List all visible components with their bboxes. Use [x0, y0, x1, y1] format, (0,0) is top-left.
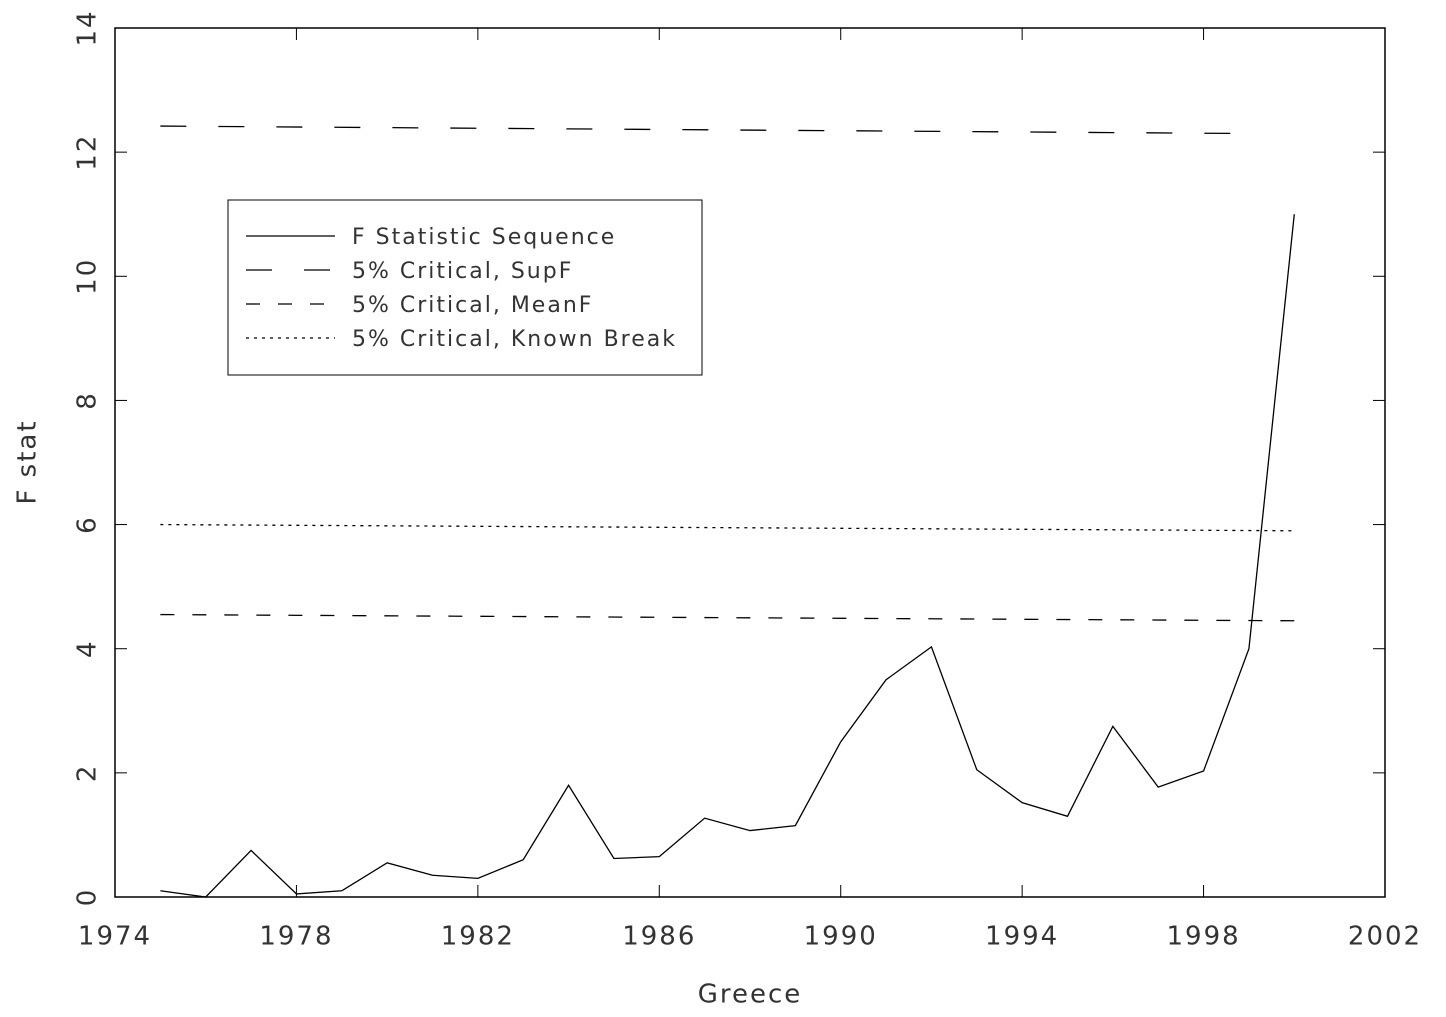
y-tick-label: 12 — [73, 134, 103, 171]
x-tick-label: 2002 — [1348, 922, 1422, 952]
x-tick-label: 1998 — [1166, 922, 1240, 952]
y-tick-label: 4 — [73, 639, 103, 658]
series-line — [160, 125, 1249, 135]
series-line — [160, 523, 1295, 532]
x-tick-label: 1990 — [804, 922, 878, 952]
plot-frame — [114, 27, 1386, 898]
y-tick-label: 2 — [73, 764, 103, 783]
y-tick-label: 10 — [73, 258, 103, 295]
y-tick-label: 6 — [73, 515, 103, 534]
x-tick-label: 1994 — [985, 922, 1059, 952]
series-line — [160, 214, 1295, 898]
x-tick-label: 1978 — [259, 922, 333, 952]
x-tick-label: 1986 — [622, 922, 696, 952]
legend-label: 5% Critical, MeanF — [352, 293, 593, 318]
series-line — [160, 613, 1295, 622]
legend-label: 5% Critical, SupF — [352, 259, 573, 284]
legend-label: F Statistic Sequence — [352, 225, 616, 250]
y-tick-label: 0 — [73, 888, 103, 907]
legend-box — [227, 199, 703, 376]
y-tick-label: 8 — [73, 391, 103, 410]
x-tick-label: 1982 — [441, 922, 515, 952]
legend-label: 5% Critical, Known Break — [352, 327, 677, 352]
x-tick-label: 1974 — [78, 922, 152, 952]
x-axis-label: Greece — [698, 980, 803, 1010]
y-tick-label: 14 — [73, 9, 103, 46]
y-axis-label: F stat — [13, 419, 43, 504]
